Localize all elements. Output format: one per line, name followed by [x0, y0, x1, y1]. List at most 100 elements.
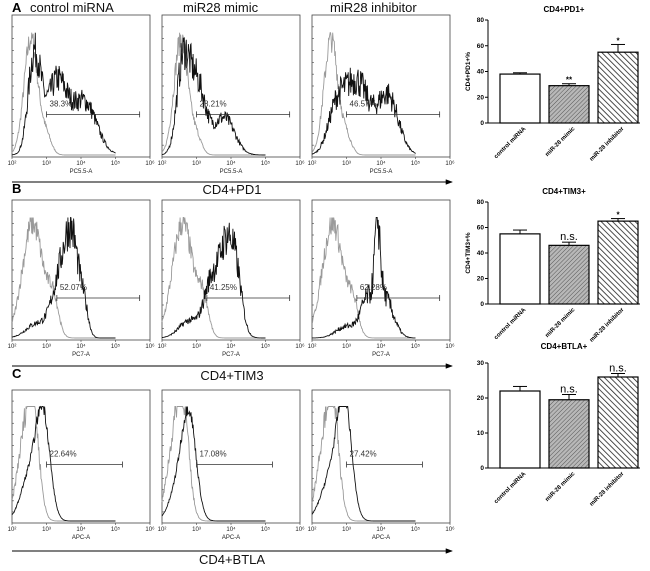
histogram-panel: 10² 10³ 10⁴ 10⁵ 10⁶ APC-A 22.64%	[8, 389, 155, 541]
histogram-panel: 10² 10³ 10⁴ 10⁵ 10⁶ PC7-A 52.07%	[8, 199, 155, 358]
category-label: miR-28 mimic	[545, 126, 577, 158]
x-tick-label: 10⁴	[76, 160, 86, 167]
column-title: miR28 inhibitor	[330, 0, 417, 15]
panel-frame	[311, 389, 451, 524]
x-tick-label: 10²	[158, 344, 167, 350]
sample-histogram	[161, 37, 266, 156]
x-tick-label: 10⁶	[295, 343, 305, 350]
bar	[499, 390, 541, 469]
sample-histogram	[311, 406, 416, 522]
bar	[548, 244, 590, 305]
bar	[548, 399, 590, 469]
bar-chart-title: CD4+PD1+	[544, 5, 585, 14]
control-histogram	[161, 217, 266, 339]
x-tick-label: 10²	[8, 161, 17, 167]
x-tick-label: 10⁵	[111, 526, 121, 533]
histogram-panel: 10² 10³ 10⁴ 10⁵ 10⁶ PC5.5-A 46.57%	[308, 14, 455, 175]
x-tick-label: 10⁴	[376, 343, 386, 350]
x-tick-label: 10⁴	[226, 343, 236, 350]
x-tick-label: 10⁵	[261, 160, 271, 167]
x-tick-label: 10⁵	[411, 343, 421, 350]
x-tick-label: 10⁵	[111, 343, 121, 350]
category-label: miR-28 inhibitor	[589, 471, 626, 508]
category-label: control miRNA	[493, 307, 527, 341]
y-axis-label: CD4+TIM3+%	[465, 232, 472, 273]
x-tick-label: 10⁶	[295, 526, 305, 533]
x-tick-label: 10³	[42, 527, 51, 533]
x-tick-label: 10⁵	[261, 343, 271, 350]
sample-histogram	[311, 67, 416, 155]
bar-chart: CD4+BTLA+ 0 10 20 30 control miRNA n.s. miR-28 …	[477, 342, 640, 508]
bar-chart: CD4+PD1+ 0 20 40 60 80 CD4+PD1+% control miRNA *…	[465, 5, 640, 163]
row-label: B	[12, 181, 21, 196]
bar	[548, 85, 590, 124]
y-tick-label: 60	[477, 43, 485, 50]
gate-percent: 22.64%	[50, 449, 77, 458]
y-tick-label: 40	[477, 69, 485, 76]
panel-frame	[11, 389, 151, 524]
control-histogram	[161, 32, 266, 156]
y-tick-label: 0	[480, 301, 484, 308]
marker-label: CD4+PD1	[203, 182, 262, 197]
category-label: miR-28 mimic	[545, 471, 577, 503]
sample-histogram	[12, 32, 116, 156]
histogram-panel: 10² 10³ 10⁴ 10⁵ 10⁶ PC5.5-A 28.21%	[158, 14, 305, 175]
category-label: control miRNA	[493, 126, 527, 160]
y-tick-label: 80	[477, 17, 485, 24]
bar	[597, 220, 639, 305]
bar-chart: CD4+TIM3+ 0 20 40 60 80 CD4+TIM3+% control miRN…	[465, 187, 640, 344]
x-axis-label: PC7-A	[72, 352, 90, 358]
significance-mark: *	[616, 211, 620, 220]
y-tick-label: 80	[477, 199, 485, 206]
x-tick-label: 10³	[42, 161, 51, 167]
x-tick-label: 10⁵	[411, 160, 421, 167]
x-tick-label: 10²	[8, 527, 17, 533]
control-histogram	[11, 32, 116, 156]
x-tick-label: 10⁴	[76, 526, 86, 533]
x-tick-label: 10⁶	[145, 343, 155, 350]
row-label: C	[12, 366, 22, 381]
x-tick-label: 10⁶	[445, 526, 455, 533]
histogram-panel: 10² 10³ 10⁴ 10⁵ 10⁶ PC7-A 62.28%	[308, 199, 455, 358]
bar	[499, 233, 541, 305]
x-tick-label: 10²	[158, 527, 167, 533]
significance-mark: **	[566, 76, 573, 85]
x-axis-label: PC7-A	[222, 352, 240, 358]
x-tick-label: 10⁵	[411, 526, 421, 533]
y-tick-label: 20	[477, 94, 485, 101]
y-tick-label: 10	[477, 430, 485, 437]
x-tick-label: 10³	[192, 161, 201, 167]
x-tick-label: 10⁵	[261, 526, 271, 533]
x-axis-label: PC7-A	[372, 352, 390, 358]
marker-label: CD4+BTLA	[199, 552, 265, 567]
significance-mark: *	[616, 36, 620, 45]
histogram-panel: 10² 10³ 10⁴ 10⁵ 10⁶ APC-A 27.42%	[308, 389, 455, 541]
x-axis-label: PC5.5-A	[370, 169, 393, 175]
sample-histogram	[311, 217, 416, 339]
x-tick-label: 10³	[42, 344, 51, 350]
histogram-panel: 10² 10³ 10⁴ 10⁵ 10⁶ APC-A 17.08%	[158, 389, 305, 541]
histogram-panel: 10² 10³ 10⁴ 10⁵ 10⁶ PC7-A 41.25%	[158, 199, 305, 358]
category-label: control miRNA	[493, 471, 527, 505]
x-tick-label: 10⁶	[145, 526, 155, 533]
x-tick-label: 10²	[308, 161, 317, 167]
x-axis-label: PC5.5-A	[70, 169, 93, 175]
row-label: A	[12, 0, 22, 15]
y-tick-label: 0	[480, 120, 484, 127]
bar-chart-title: CD4+BTLA+	[541, 342, 588, 351]
x-tick-label: 10⁴	[376, 526, 386, 533]
category-label: miR-28 inhibitor	[589, 126, 626, 163]
x-tick-label: 10³	[192, 344, 201, 350]
bar	[597, 51, 639, 124]
gate-percent: 17.08%	[200, 449, 227, 458]
sample-histogram	[11, 216, 116, 339]
x-tick-label: 10³	[342, 344, 351, 350]
gate-percent: 62.28%	[360, 283, 387, 292]
gate-percent: 52.07%	[60, 283, 87, 292]
x-tick-label: 10³	[192, 527, 201, 533]
y-axis-label: CD4+PD1+%	[465, 52, 472, 91]
panel-frame	[161, 389, 301, 524]
y-tick-label: 40	[477, 250, 485, 257]
